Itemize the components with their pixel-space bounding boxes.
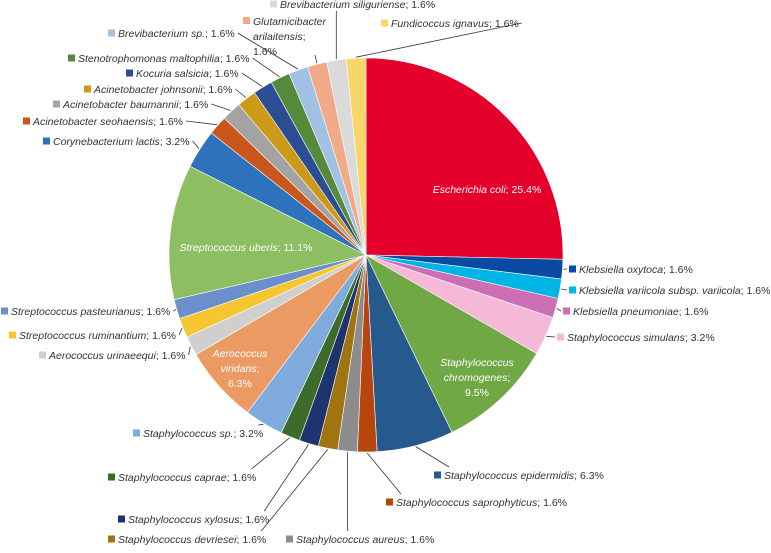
label-staphylococcus-aureus: Staphylococcus aureus; 1.6%	[296, 534, 434, 546]
leader-streptococcus-pasteurianus	[173, 310, 175, 312]
leader-streptococcus-ruminantium	[179, 328, 182, 335]
label-acinetobacter-seohaensis: Acinetobacter seohaensis; 1.6%	[32, 116, 183, 128]
marker-klebsiella-variicola-subsp-variicola	[569, 287, 576, 294]
label-stenotrophomonas-maltophilia: Stenotrophomonas maltophilia; 1.6%	[78, 53, 250, 65]
label-acinetobacter-johnsonii: Acinetobacter johnsonii; 1.6%	[93, 84, 232, 96]
leader-aerococcus-urinaeequi	[189, 346, 191, 355]
label-acinetobacter-baumannii: Acinetobacter baumannii; 1.6%	[62, 99, 208, 111]
leader-staphylococcus-caprae	[251, 438, 289, 469]
label-staphylococcus-simulans: Staphylococcus simulans; 3.2%	[567, 332, 715, 344]
label-streptococcus-pasteurianus: Streptococcus pasteurianus; 1.6%	[11, 306, 170, 318]
leader-corynebacterium-lactis	[193, 141, 199, 149]
leader-acinetobacter-baumannii	[211, 104, 230, 111]
marker-brevibacterium-sp	[108, 30, 115, 37]
leader-acinetobacter-seohaensis	[186, 121, 217, 125]
leader-glutamicibacter-arilaitensis	[315, 55, 317, 63]
label-corynebacterium-lactis: Corynebacterium lactis; 3.2%	[53, 136, 190, 148]
label-brevibacterium-sp: Brevibacterium sp.; 1.6%	[118, 28, 235, 40]
leader-kocuria-salsicia	[242, 73, 263, 86]
label-staphylococcus-epidermidis: Staphylococcus epidermidis; 6.3%	[444, 470, 604, 482]
marker-staphylococcus-saprophyticus	[386, 499, 393, 506]
leader-staphylococcus-xylosus	[264, 445, 308, 512]
label-staphylococcus-caprae: Staphylococcus caprae; 1.6%	[118, 472, 256, 484]
marker-klebsiella-oxytoca	[569, 266, 576, 273]
marker-acinetobacter-johnsonii	[84, 86, 91, 93]
marker-staphylococcus-aureus	[286, 536, 293, 543]
marker-fundicoccus-ignavus	[381, 20, 388, 27]
label-streptococcus-ruminantium: Streptococcus ruminantium; 1.6%	[19, 330, 176, 342]
marker-staphylococcus-simulans	[557, 334, 564, 341]
marker-aerococcus-urinaeequi	[39, 352, 46, 359]
marker-staphylococcus-epidermidis	[434, 472, 441, 479]
marker-brevibacterium-siliguriense	[270, 1, 277, 8]
label-escherichia-coli: Escherichia coli; 25.4%	[433, 184, 542, 196]
label-staphylococcus-sp: Staphylococcus sp.; 3.2%	[143, 428, 263, 440]
label-klebsiella-variicola-subsp-variicola: Klebsiella variicola subsp. variicola; 1…	[579, 285, 770, 297]
label-staphylococcus-saprophyticus: Staphylococcus saprophyticus; 1.6%	[396, 497, 567, 509]
marker-staphylococcus-devriesei	[108, 536, 115, 543]
marker-staphylococcus-caprae	[108, 474, 115, 481]
label-aerococcus-urinaeequi: Aerococcus urinaeequi; 1.6%	[48, 350, 186, 362]
leader-staphylococcus-epidermidis	[416, 447, 449, 467]
leader-staphylococcus-saprophyticus	[367, 453, 401, 494]
leader-stenotrophomonas-maltophilia	[253, 58, 280, 77]
marker-staphylococcus-xylosus	[118, 516, 125, 523]
marker-kocuria-salsicia	[126, 70, 133, 77]
leader-staphylococcus-devriesei	[261, 449, 328, 531]
marker-klebsiella-pneumoniae	[563, 308, 570, 315]
label-staphylococcus-devriesei: Staphylococcus devriesei; 1.6%	[118, 534, 266, 546]
label-staphylococcus-xylosus: Staphylococcus xylosus; 1.6%	[128, 514, 269, 526]
leader-klebsiella-pneumoniae	[557, 308, 561, 311]
pie-slices	[169, 58, 563, 452]
leader-acinetobacter-johnsonii	[235, 89, 245, 98]
label-brevibacterium-siliguriense: Brevibacterium siliguriense; 1.6%	[280, 0, 435, 11]
marker-acinetobacter-baumannii	[53, 101, 60, 108]
marker-streptococcus-pasteurianus	[1, 308, 8, 315]
label-kocuria-salsicia: Kocuria salsicia; 1.6%	[136, 68, 239, 80]
label-klebsiella-oxytoca: Klebsiella oxytoca; 1.6%	[579, 264, 693, 276]
slice-escherichia-coli	[366, 58, 563, 259]
marker-stenotrophomonas-maltophilia	[68, 55, 75, 62]
marker-glutamicibacter-arilaitensis	[243, 17, 250, 24]
leader-staphylococcus-sp	[258, 424, 263, 425]
leader-klebsiella-variicola-subsp-variicola	[561, 289, 567, 290]
marker-streptococcus-ruminantium	[9, 332, 16, 339]
label-fundicoccus-ignavus: Fundicoccus ignavus; 1.6%	[391, 18, 519, 30]
leader-staphylococcus-simulans	[547, 336, 556, 337]
marker-staphylococcus-sp	[133, 430, 140, 437]
marker-acinetobacter-seohaensis	[23, 118, 30, 125]
marker-corynebacterium-lactis	[43, 138, 50, 145]
label-streptococcus-uberis: Streptococcus uberis; 11.1%	[180, 242, 313, 254]
label-klebsiella-pneumoniae: Klebsiella pneumoniae; 1.6%	[573, 306, 708, 318]
